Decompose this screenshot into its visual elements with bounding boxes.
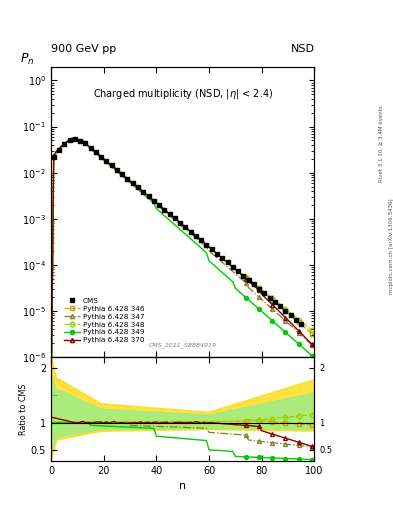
Text: mcplots.cern.ch [arXiv:1306.3436]: mcplots.cern.ch [arXiv:1306.3436] [389, 198, 393, 293]
Y-axis label: $P_n$: $P_n$ [20, 52, 35, 67]
Text: 900 GeV pp: 900 GeV pp [51, 44, 116, 54]
Y-axis label: Ratio to CMS: Ratio to CMS [19, 383, 28, 435]
X-axis label: n: n [179, 481, 186, 491]
Text: Charged multiplicity (NSD, $|\eta|$ < 2.4): Charged multiplicity (NSD, $|\eta|$ < 2.… [93, 87, 273, 101]
Text: CMS_2011_S8884919: CMS_2011_S8884919 [149, 343, 217, 348]
Text: Rivet 3.1.10, ≥ 3.4M events: Rivet 3.1.10, ≥ 3.4M events [379, 105, 384, 182]
Text: NSD: NSD [290, 44, 314, 54]
Legend: CMS, Pythia 6.428 346, Pythia 6.428 347, Pythia 6.428 348, Pythia 6.428 349, Pyt: CMS, Pythia 6.428 346, Pythia 6.428 347,… [62, 296, 146, 345]
